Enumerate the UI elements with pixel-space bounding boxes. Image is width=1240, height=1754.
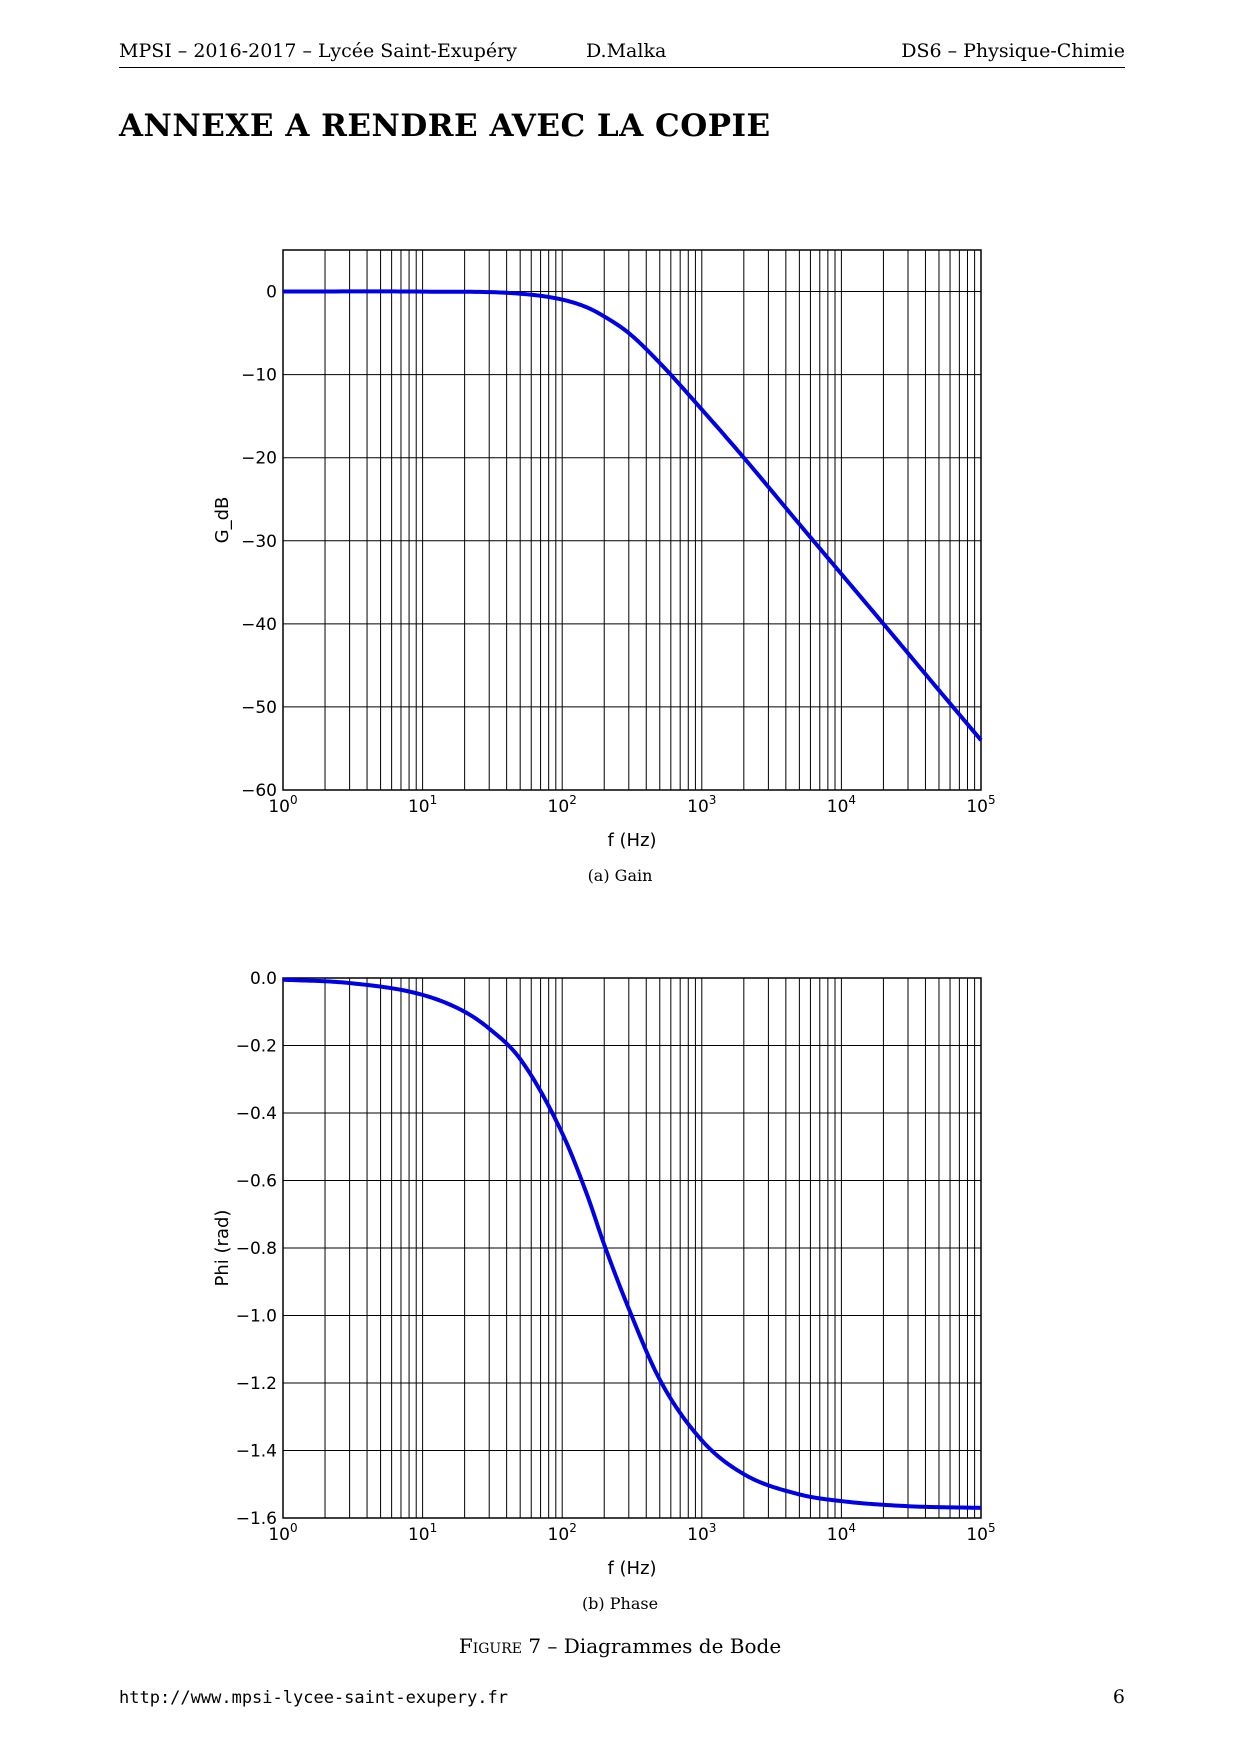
header-center: D.Malka bbox=[586, 40, 667, 62]
figure-caption-text: – Diagrammes de Bode bbox=[541, 1634, 782, 1658]
gain-y-tick-label: −60 bbox=[241, 781, 277, 801]
gain-x-tick-label: 105 bbox=[966, 793, 995, 817]
phase-y-tick-label: −0.6 bbox=[236, 1172, 277, 1192]
phase-caption: (b) Phase bbox=[581, 1594, 659, 1613]
figure-caption-prefix: Figure 7 bbox=[458, 1634, 542, 1658]
phase-x-tick-label: 103 bbox=[687, 1521, 716, 1545]
phase-y-tick-label: −1.4 bbox=[236, 1442, 277, 1462]
gain-x-tick-label: 102 bbox=[548, 793, 577, 817]
gain-y-axis-label: G_dB bbox=[212, 497, 233, 544]
phase-y-axis-label: Phi (rad) bbox=[212, 1210, 233, 1287]
header-rule bbox=[119, 67, 1125, 68]
gain-x-tick-label: 104 bbox=[827, 793, 856, 817]
phase-y-tick-label: −0.8 bbox=[236, 1239, 277, 1259]
phase-x-tick-label: 105 bbox=[966, 1521, 995, 1545]
phase-x-tick-label: 104 bbox=[827, 1521, 856, 1545]
gain-y-tick-label: −20 bbox=[241, 449, 277, 469]
footer-url: http://www.mpsi-lycee-saint-exupery.fr bbox=[119, 1688, 508, 1708]
gain-x-tick-label: 101 bbox=[408, 793, 437, 817]
phase-y-tick-label: −0.2 bbox=[236, 1037, 277, 1057]
phase-x-tick-label: 101 bbox=[408, 1521, 437, 1545]
page-title: ANNEXE A RENDRE AVEC LA COPIE bbox=[119, 108, 771, 144]
phase-x-tick-label: 100 bbox=[268, 1521, 297, 1545]
gain-x-tick-label: 103 bbox=[687, 793, 716, 817]
header-left: MPSI – 2016-2017 – Lycée Saint-Exupéry bbox=[119, 40, 517, 62]
gain-caption: (a) Gain bbox=[587, 866, 653, 885]
phase-x-tick-label: 102 bbox=[548, 1521, 577, 1545]
gain-x-axis-label: f (Hz) bbox=[607, 830, 656, 851]
gain-y-tick-label: −50 bbox=[241, 698, 277, 718]
gain-y-tick-label: −30 bbox=[241, 532, 277, 552]
phase-curve bbox=[282, 977, 982, 1510]
phase-y-tick-label: −0.4 bbox=[236, 1104, 277, 1124]
phase-y-tick-label: −1.2 bbox=[236, 1374, 277, 1394]
gain-curve bbox=[283, 289, 983, 742]
phase-plot-frame bbox=[282, 977, 982, 1519]
phase-y-tick-label: −1.0 bbox=[236, 1307, 277, 1327]
phase-y-tick-label: −1.6 bbox=[236, 1509, 277, 1529]
phase-y-tick-label: 0.0 bbox=[250, 969, 277, 989]
figure-caption: Figure 7 – Diagrammes de Bode bbox=[0, 1634, 1240, 1658]
gain-x-tick-label: 100 bbox=[268, 793, 297, 817]
header-right: DS6 – Physique-Chimie bbox=[901, 40, 1125, 62]
gain-plot-frame bbox=[282, 249, 982, 791]
gain-y-tick-label: −40 bbox=[241, 615, 277, 635]
gain-y-tick-label: −10 bbox=[241, 366, 277, 386]
phase-x-axis-label: f (Hz) bbox=[607, 1558, 656, 1579]
gain-y-tick-label: 0 bbox=[266, 283, 277, 303]
page-number: 6 bbox=[1112, 1686, 1125, 1708]
